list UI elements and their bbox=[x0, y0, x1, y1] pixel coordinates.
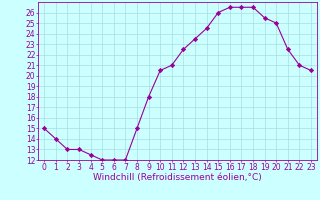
X-axis label: Windchill (Refroidissement éolien,°C): Windchill (Refroidissement éolien,°C) bbox=[93, 173, 262, 182]
